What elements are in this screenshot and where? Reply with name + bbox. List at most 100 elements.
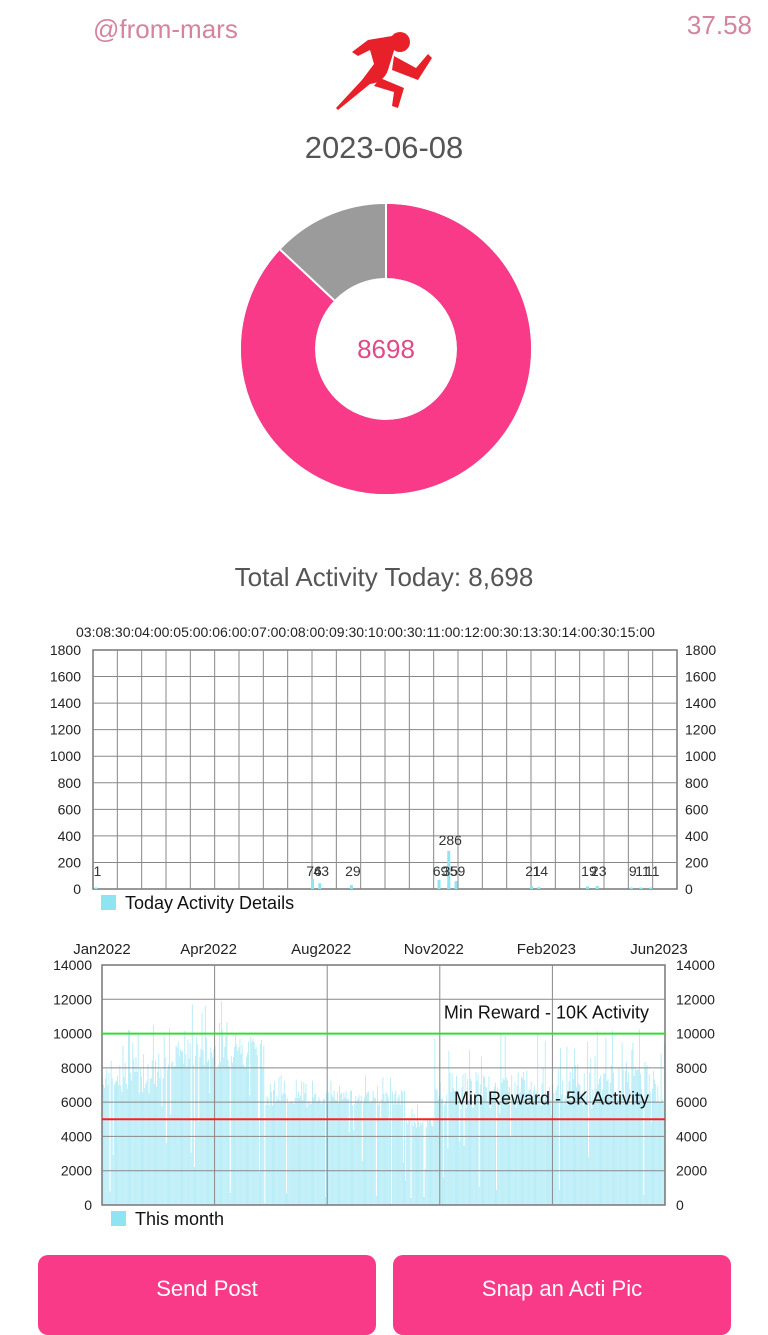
send-post-button[interactable]: Send Post — [38, 1255, 376, 1335]
activity-bar — [629, 887, 633, 889]
y-tick-label-left: 4000 — [61, 1128, 92, 1144]
daily-bar — [426, 1118, 428, 1205]
daily-bar — [549, 1087, 551, 1205]
daily-bar — [469, 1050, 470, 1205]
daily-bar — [501, 1082, 503, 1205]
daily-bar — [570, 1100, 572, 1205]
daily-bar — [134, 1071, 136, 1205]
daily-bar — [217, 1064, 219, 1205]
y-tick-label-left: 10000 — [53, 1026, 92, 1042]
daily-bar — [629, 1088, 631, 1205]
daily-bar — [428, 1118, 430, 1205]
daily-bar — [253, 1041, 255, 1205]
daily-bar — [398, 1094, 400, 1205]
daily-bar — [256, 1055, 258, 1205]
daily-bar — [157, 1071, 159, 1205]
daily-bar — [581, 1092, 583, 1205]
daily-bar — [296, 1097, 298, 1205]
daily-bar — [456, 1075, 457, 1205]
daily-bar — [295, 1079, 297, 1205]
daily-bar — [512, 1096, 514, 1205]
daily-bar — [655, 1084, 657, 1205]
daily-bar — [530, 1081, 532, 1205]
bar-value-label: 35 — [442, 863, 458, 879]
daily-bar — [212, 1057, 214, 1205]
daily-bar — [203, 1064, 205, 1205]
bar-value-label: 14 — [533, 863, 549, 879]
daily-bar — [557, 1069, 559, 1205]
daily-bar — [198, 1121, 200, 1205]
daily-bar — [470, 1078, 472, 1205]
daily-bar — [399, 1104, 401, 1205]
daily-bar — [587, 1041, 588, 1205]
daily-bar — [218, 1023, 220, 1205]
daily-bar — [162, 1078, 164, 1205]
daily-bar — [496, 1189, 497, 1205]
daily-bar — [362, 1102, 364, 1205]
daily-bar — [340, 1094, 342, 1205]
daily-bar — [234, 1046, 235, 1205]
daily-bar — [482, 1097, 483, 1205]
daily-bar — [170, 1114, 172, 1205]
daily-bar — [200, 1048, 202, 1205]
daily-bar — [449, 1072, 451, 1205]
daily-bar — [315, 1092, 317, 1205]
daily-bar — [381, 1098, 383, 1205]
bar-value-label: 29 — [345, 863, 361, 879]
daily-bar — [148, 1093, 150, 1205]
daily-bar — [173, 1066, 175, 1205]
daily-bar — [250, 1036, 252, 1205]
daily-bar — [121, 1091, 123, 1205]
daily-bar — [292, 1102, 294, 1205]
x-tick-label: Feb2023 — [517, 941, 576, 958]
daily-bar — [548, 1104, 549, 1205]
daily-bar — [598, 1078, 600, 1205]
daily-bar — [411, 1108, 413, 1205]
daily-bar — [367, 1091, 369, 1205]
snap-pic-button[interactable]: Snap an Acti Pic — [393, 1255, 731, 1335]
monthly-chart-svg: Jan2022 Apr2022 Aug2022 Nov2022 Feb2023 Jun20… — [53, 941, 715, 1229]
daily-bar — [523, 1071, 525, 1205]
daily-bar — [591, 1108, 593, 1205]
daily-bar — [624, 1071, 626, 1205]
daily-bar — [600, 1075, 601, 1205]
daily-bar — [129, 1030, 130, 1205]
daily-bar — [584, 1102, 586, 1205]
daily-bar — [647, 1095, 649, 1205]
daily-bar — [349, 1091, 351, 1205]
daily-bar — [268, 1105, 270, 1205]
daily-bar — [569, 1072, 571, 1205]
donut-center-value: 8698 — [357, 334, 415, 364]
daily-bar — [370, 1102, 372, 1205]
daily-bar — [312, 1080, 313, 1205]
daily-bar — [325, 1196, 326, 1205]
daily-bar — [585, 1095, 587, 1205]
daily-bar — [347, 1098, 349, 1205]
daily-bar — [568, 1081, 570, 1205]
daily-bar — [400, 1090, 402, 1205]
total-activity-label: Total Activity Today: 8,698 — [234, 562, 534, 592]
daily-bar — [136, 1071, 138, 1205]
daily-bar — [606, 1080, 608, 1205]
daily-bar — [118, 1084, 120, 1205]
daily-bar — [301, 1081, 303, 1205]
daily-bar — [228, 1065, 230, 1205]
daily-bar — [286, 1193, 287, 1205]
daily-bar — [452, 1087, 454, 1205]
daily-bar — [213, 1048, 215, 1205]
daily-bar — [373, 1097, 375, 1205]
daily-bar — [443, 1177, 444, 1205]
daily-bar — [275, 1102, 277, 1205]
x-tick-label: Jun2023 — [630, 941, 688, 958]
daily-bar — [590, 1058, 592, 1205]
daily-bar — [123, 1077, 125, 1205]
y-tick-label-left: 1800 — [50, 642, 81, 658]
daily-bar — [486, 1087, 488, 1205]
daily-bar — [269, 1084, 271, 1205]
daily-bar — [238, 1047, 240, 1205]
daily-bar — [588, 1157, 590, 1205]
daily-bar — [368, 1091, 370, 1205]
daily-bar — [616, 1094, 618, 1205]
daily-bar — [341, 1092, 343, 1205]
